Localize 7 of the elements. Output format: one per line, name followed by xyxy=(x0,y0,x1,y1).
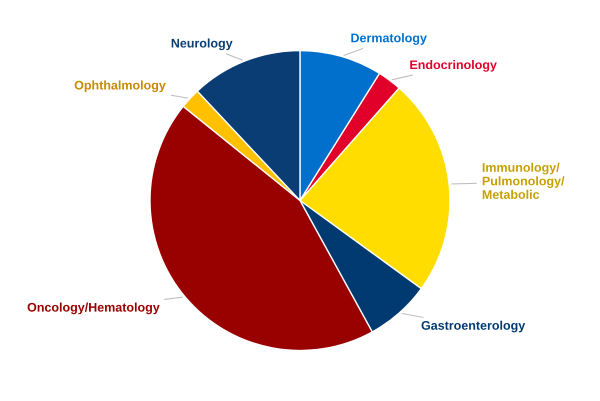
slice-label: Oncology/Hematology xyxy=(28,302,160,314)
slice-label: Immunology/ Pulmonology/ Metabolic xyxy=(482,162,564,199)
slice-label: Neurology xyxy=(172,38,233,50)
slice-label: Gastroenterology xyxy=(422,320,526,332)
slice-label: Endocrinology xyxy=(410,60,497,72)
slice-label: Ophthalmology xyxy=(74,80,166,92)
slice-label: Dermatology xyxy=(351,33,427,45)
